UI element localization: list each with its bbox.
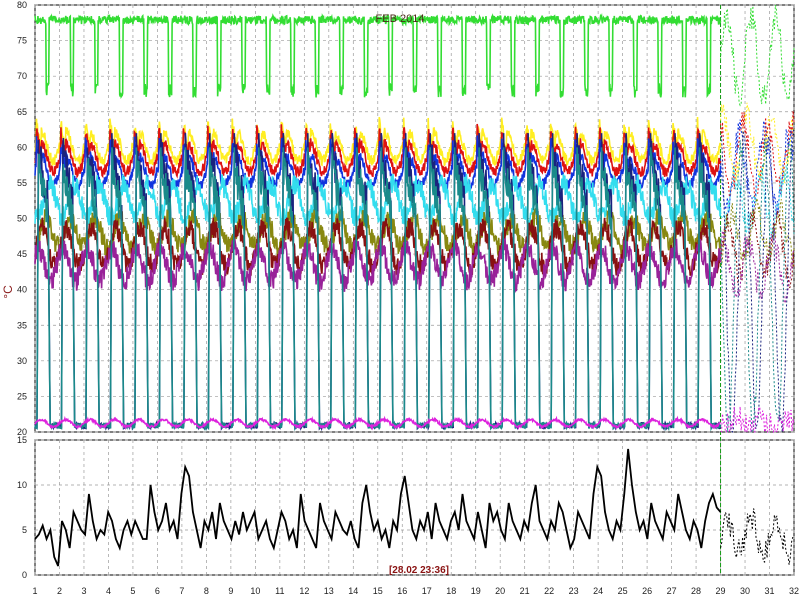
series-forecast-top (720, 139, 795, 433)
y-tick-label: 40 (17, 285, 27, 295)
y-tick-label: 60 (17, 142, 27, 152)
x-tick-label: 16 (397, 586, 407, 596)
x-tick-label: 29 (716, 586, 726, 596)
x-tick-label: 6 (155, 586, 160, 596)
x-tick-label: 21 (520, 586, 530, 596)
chart-grid (34, 4, 795, 576)
series-forecast-top (720, 102, 795, 184)
y-tick-label: 35 (17, 320, 27, 330)
series-forecast-top (720, 228, 795, 304)
x-tick-label: 28 (691, 586, 701, 596)
y-tick-label: 65 (17, 107, 27, 117)
series-forecast-top (720, 126, 795, 433)
x-tick-label: 22 (544, 586, 554, 596)
y-tick-label: 0 (22, 570, 27, 580)
timestamp-label: [28.02 23:36] (389, 565, 449, 576)
x-tick-label: 13 (324, 586, 334, 596)
y-tick-label: 10 (17, 480, 27, 490)
x-tick-label: 30 (740, 586, 750, 596)
y-axis-label: °C (1, 285, 15, 299)
series-line-top (34, 237, 722, 294)
series-forecast-top (720, 119, 795, 218)
x-tick-label: 3 (81, 586, 86, 596)
series-forecast-top (720, 405, 795, 434)
x-tick-label: 5 (130, 586, 135, 596)
series-line-top (34, 13, 722, 99)
x-tick-label: 27 (667, 586, 677, 596)
x-tick-label: 8 (204, 586, 209, 596)
y-tick-label: 75 (17, 36, 27, 46)
y-tick-label: 70 (17, 71, 27, 81)
series-line-top (34, 116, 722, 167)
x-tick-label: 15 (373, 586, 383, 596)
chart-axes: 1 2 3 4 5 6 7 8 9 10 11 12 13 14 15 16 17 18 19 20 21 22 23 24 2… (17, 0, 799, 596)
x-tick-label: 31 (765, 586, 775, 596)
y-tick-label: 20 (17, 427, 27, 437)
x-tick-label: 23 (569, 586, 579, 596)
x-tick-label: 24 (593, 586, 603, 596)
y-tick-label: 55 (17, 178, 27, 188)
series-line-top (34, 173, 722, 228)
x-tick-label: 18 (446, 586, 456, 596)
x-tick-label: 10 (250, 586, 260, 596)
x-tick-label: 26 (642, 586, 652, 596)
series-forecast-top (720, 4, 795, 107)
x-tick-label: 20 (495, 586, 505, 596)
series-forecast-bottom (720, 508, 794, 565)
series-forecast-top (720, 210, 795, 289)
chart-title: FEB 2014 (376, 13, 425, 25)
series-line-top (34, 135, 722, 192)
y-tick-label: 25 (17, 391, 27, 401)
series-forecast-top (720, 165, 795, 239)
x-tick-label: 12 (299, 586, 309, 596)
x-tick-label: 7 (179, 586, 184, 596)
series-line-top (34, 415, 722, 431)
x-tick-label: 19 (471, 586, 481, 596)
y-tick-label: 80 (17, 0, 27, 10)
y-tick-label: 50 (17, 214, 27, 224)
series-forecast-top (720, 198, 795, 267)
y-tick-label: 30 (17, 356, 27, 366)
y-tick-label: 15 (17, 435, 27, 445)
x-tick-label: 4 (106, 586, 111, 596)
y-tick-label: 45 (17, 249, 27, 259)
series-line-bottom (34, 448, 722, 567)
x-tick-label: 2 (57, 586, 62, 596)
x-tick-label: 1 (32, 586, 37, 596)
chart-series (34, 4, 795, 567)
x-tick-label: 25 (618, 586, 628, 596)
x-tick-label: 14 (348, 586, 358, 596)
x-tick-label: 11 (275, 586, 284, 596)
series-line-top (34, 123, 722, 179)
y-tick-label: 5 (22, 525, 27, 535)
x-tick-label: 32 (789, 586, 799, 596)
x-tick-label: 9 (228, 586, 233, 596)
x-tick-label: 17 (422, 586, 432, 596)
